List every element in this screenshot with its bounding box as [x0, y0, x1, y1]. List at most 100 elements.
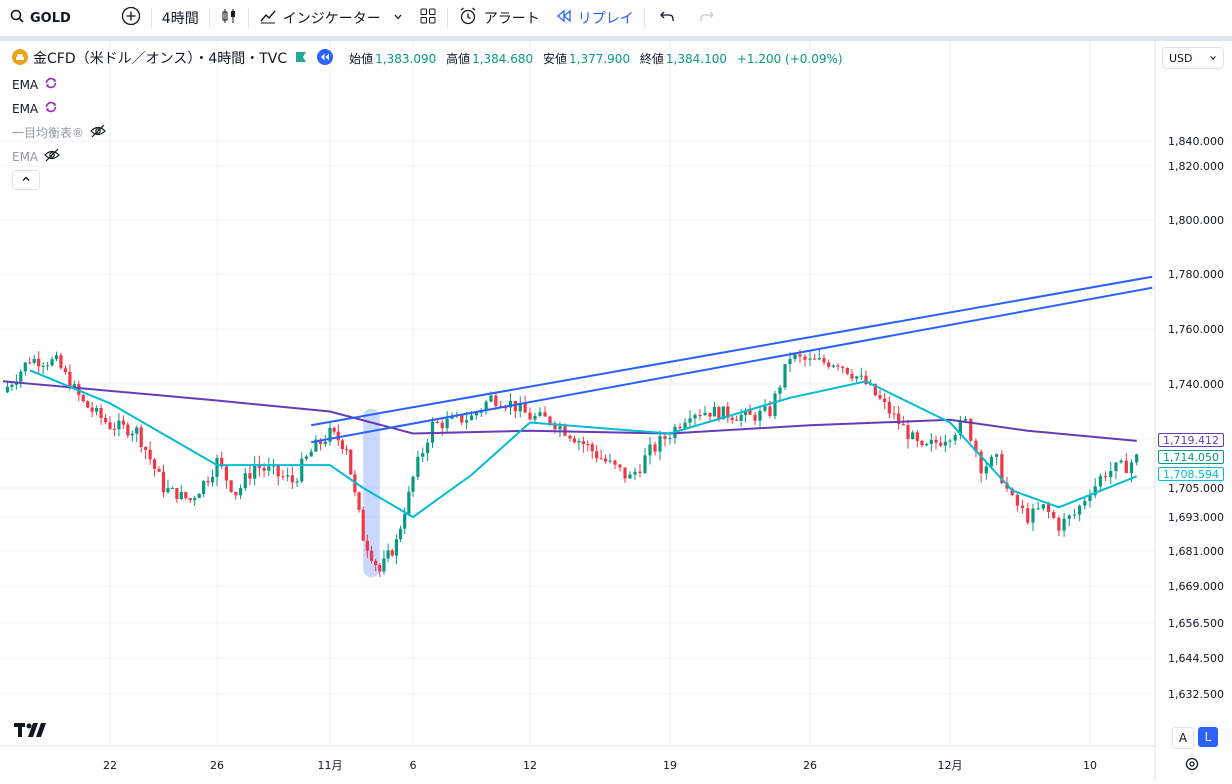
candle [1067, 514, 1071, 527]
candle [595, 445, 599, 463]
candle [599, 449, 603, 460]
candle [445, 411, 449, 432]
toolbar-separator [150, 8, 152, 28]
interval-button[interactable]: 4時間 [154, 0, 207, 36]
candle [139, 424, 143, 453]
candle [958, 416, 962, 440]
candle [948, 438, 952, 448]
indicator-ema-2[interactable]: EMA [12, 100, 58, 117]
candle [394, 534, 398, 565]
indicators-button[interactable]: インジケーター [251, 0, 411, 36]
candle [618, 464, 622, 472]
chart-canvas[interactable]: 1,840.000 1,820.000 1,800.000 1,780.000 1,76… [0, 41, 1232, 780]
candle [925, 442, 929, 447]
candle [1088, 489, 1092, 508]
time-tick-label: 10 [1083, 759, 1097, 772]
symbol-search[interactable]: GOLD [0, 0, 79, 36]
candle [508, 392, 513, 415]
trendline [310, 275, 1153, 427]
candle [688, 410, 692, 428]
toolbar-separator [247, 8, 249, 28]
candle [166, 479, 170, 494]
eye-crossed-icon[interactable] [44, 148, 61, 165]
indicator-ema-1[interactable]: EMA [12, 76, 58, 93]
candle [37, 351, 41, 375]
candle [586, 440, 590, 452]
time-tick-label: 19 [663, 759, 677, 772]
candle [901, 415, 905, 426]
candle [533, 412, 537, 423]
candle [295, 477, 299, 487]
ema-fast-price-badge: 1,708.594 [1158, 467, 1224, 481]
toolbar-separator [446, 8, 448, 28]
candle [730, 415, 734, 424]
indicator-label: 一目均衡表® [12, 126, 85, 140]
candle [1109, 461, 1113, 485]
candle [161, 464, 166, 498]
candle [887, 396, 891, 419]
price-tick-label: 1,840.000 [1168, 135, 1224, 148]
candle [59, 352, 63, 370]
tradingview-logo[interactable] [14, 720, 46, 744]
candle [369, 546, 374, 564]
low-label: 安値 [542, 51, 567, 66]
candle [253, 456, 257, 486]
candle [859, 367, 863, 380]
candle [382, 550, 386, 575]
candle [623, 467, 627, 483]
candle [1041, 504, 1045, 511]
candle [349, 449, 353, 476]
candle [63, 365, 68, 375]
currency-label: USD [1169, 51, 1193, 65]
high-value: 1,384.680 [472, 51, 534, 66]
price-tick-label: 1,644.500 [1168, 652, 1224, 665]
candle [90, 401, 94, 418]
redo-button[interactable] [687, 0, 727, 36]
settings-button[interactable] [1184, 756, 1200, 776]
layouts-button[interactable] [411, 0, 445, 36]
candle [340, 438, 345, 454]
candle [332, 426, 336, 435]
price-chart[interactable]: 1,840.000 1,820.000 1,800.000 1,780.000 1,76… [0, 41, 1232, 780]
change-value: +1.200 (+0.09%) [736, 51, 843, 66]
chart-type-button[interactable] [212, 0, 246, 36]
candle [1119, 458, 1123, 464]
eye-crossed-icon[interactable] [90, 124, 106, 141]
currency-select[interactable]: USD [1162, 47, 1224, 69]
gold-symbol-icon [12, 48, 28, 68]
collapse-legend-button[interactable] [12, 170, 40, 190]
symbol-title[interactable]: 金CFD（米ドル／オンス）・4時間・TVC [33, 51, 288, 67]
time-tick-label: 12月 [938, 759, 963, 772]
price-tick-label: 1,820.000 [1168, 160, 1224, 173]
candle [979, 449, 983, 483]
indicator-ema-3[interactable]: EMA [12, 148, 61, 165]
candle [1072, 508, 1077, 519]
candle [267, 457, 271, 476]
candle [984, 462, 988, 480]
candle [658, 430, 662, 461]
candle [175, 487, 179, 503]
candle [1114, 462, 1118, 480]
undo-button[interactable] [647, 0, 687, 36]
candle [112, 422, 117, 437]
candle [628, 471, 632, 479]
indicator-ichimoku[interactable]: 一目均衡表® [12, 124, 106, 141]
price-tick-label: 1,760.000 [1168, 323, 1224, 336]
candle [41, 362, 45, 375]
candle [850, 368, 854, 382]
alert-button[interactable]: アラート [450, 0, 548, 36]
compare-button[interactable] [113, 0, 149, 36]
price-tick-label: 1,705.000 [1168, 482, 1224, 495]
candle [788, 352, 792, 373]
time-tick-label: 26 [210, 759, 224, 772]
auto-scale-button[interactable]: A [1172, 727, 1194, 749]
candle [357, 491, 361, 513]
candle [822, 354, 826, 366]
replay-indicator-icon[interactable] [317, 48, 334, 68]
replay-button[interactable]: リプレイ [548, 0, 642, 36]
log-scale-button[interactable]: L [1198, 727, 1218, 747]
candle [398, 525, 403, 543]
candle [758, 405, 762, 428]
candle [892, 406, 896, 420]
market-flag-icon [295, 51, 307, 66]
